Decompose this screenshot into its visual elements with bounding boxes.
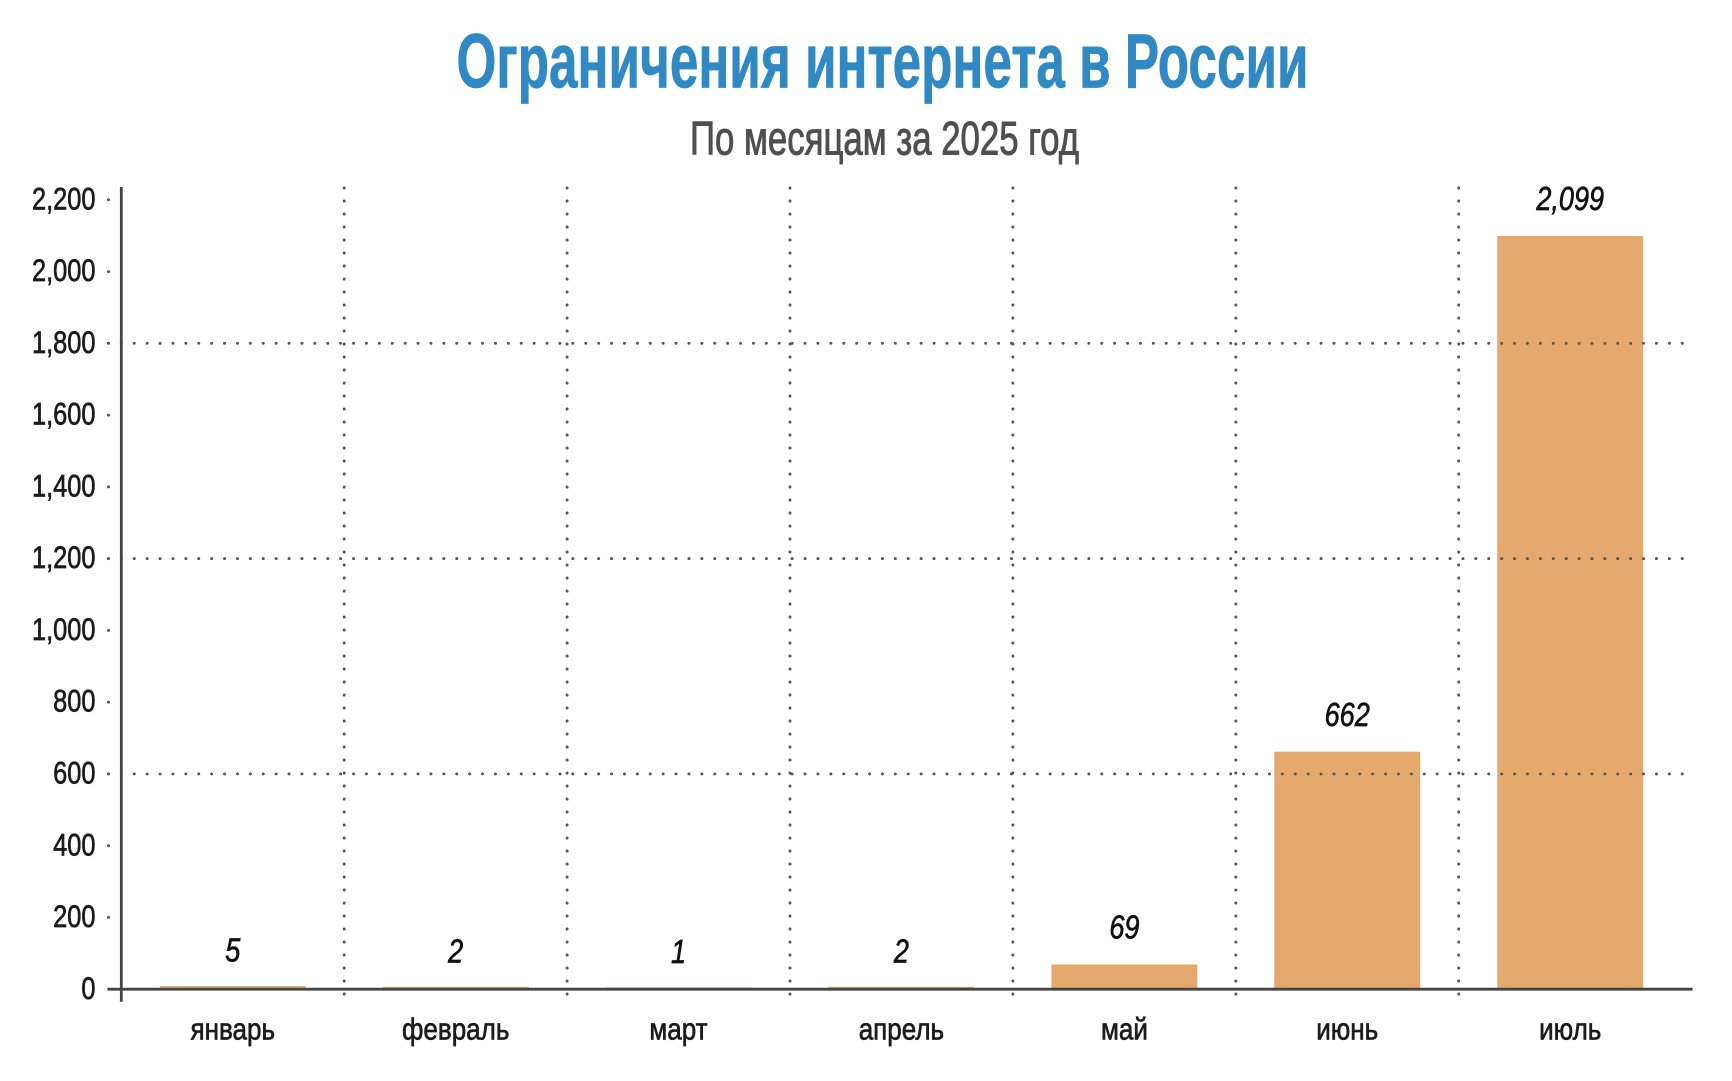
svg-text:2,000: 2,000 <box>32 254 96 289</box>
svg-text:март: март <box>649 1012 707 1047</box>
svg-text:5: 5 <box>225 933 240 969</box>
svg-text:апрель: апрель <box>859 1012 944 1047</box>
svg-text:май: май <box>1101 1012 1148 1047</box>
svg-text:0: 0 <box>81 971 95 1006</box>
svg-text:800: 800 <box>53 684 95 719</box>
svg-text:400: 400 <box>53 828 95 863</box>
svg-text:По месяцам за 2025 год: По месяцам за 2025 год <box>690 112 1079 164</box>
svg-text:600: 600 <box>53 756 95 791</box>
svg-text:Ограничения интернета в России: Ограничения интернета в России <box>456 18 1308 104</box>
svg-text:июль: июль <box>1539 1012 1601 1047</box>
svg-text:200: 200 <box>53 899 95 934</box>
svg-text:февраль: февраль <box>402 1012 509 1047</box>
svg-text:2: 2 <box>447 934 463 970</box>
svg-text:январь: январь <box>191 1012 276 1047</box>
svg-text:1,800: 1,800 <box>32 325 96 360</box>
svg-text:июнь: июнь <box>1316 1012 1378 1047</box>
svg-text:1,400: 1,400 <box>32 469 96 504</box>
svg-text:1,200: 1,200 <box>32 541 96 576</box>
svg-text:69: 69 <box>1109 910 1139 946</box>
svg-text:1,000: 1,000 <box>32 612 96 647</box>
svg-text:1,600: 1,600 <box>32 397 96 432</box>
svg-text:662: 662 <box>1325 697 1370 733</box>
svg-text:2: 2 <box>893 934 909 970</box>
svg-text:2,099: 2,099 <box>1535 182 1604 218</box>
svg-text:2,200: 2,200 <box>32 182 96 217</box>
svg-text:1: 1 <box>671 935 686 971</box>
